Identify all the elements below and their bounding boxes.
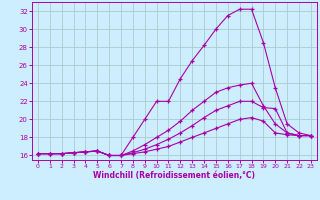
X-axis label: Windchill (Refroidissement éolien,°C): Windchill (Refroidissement éolien,°C) [93, 171, 255, 180]
